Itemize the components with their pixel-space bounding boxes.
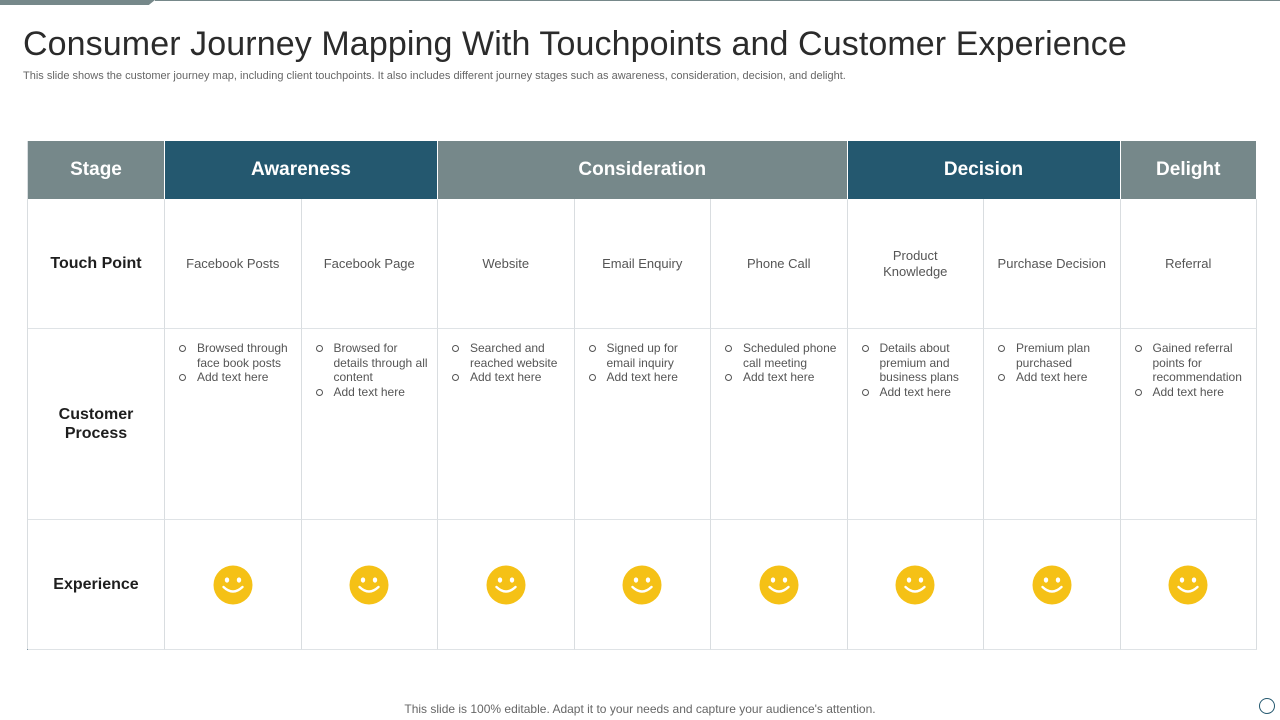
- slide-footer: This slide is 100% editable. Adapt it to…: [404, 702, 876, 716]
- stage-delight-header: Delight: [1120, 141, 1257, 199]
- process-item: Add text here: [725, 370, 841, 385]
- experience-cell: [847, 520, 984, 650]
- slide-title: Consumer Journey Mapping With Touchpoint…: [23, 25, 1127, 63]
- experience-cell: [711, 520, 848, 650]
- process-item: Browsed for details through all content: [315, 341, 432, 385]
- stage-header: Stage: [28, 141, 165, 199]
- process-item: Browsed through face book posts: [179, 341, 295, 370]
- touchpoint-cell: Purchase Decision: [984, 199, 1121, 329]
- smiley-icon: [622, 565, 662, 604]
- process-item: Signed up for email inquiry: [588, 341, 705, 370]
- experience-cell: [1120, 520, 1257, 650]
- smiley-icon: [759, 565, 799, 604]
- process-cell: Browsed for details through all content A…: [301, 329, 438, 520]
- experience-cell: [574, 520, 711, 650]
- experience-cell: [438, 520, 575, 650]
- smiley-icon: [213, 565, 253, 604]
- row-label-touch-point: Touch Point: [28, 199, 165, 329]
- process-cell: Searched and reached website Add text her…: [438, 329, 575, 520]
- touchpoint-cell: Website: [438, 199, 575, 329]
- stage-awareness-header: Awareness: [165, 141, 438, 199]
- touchpoint-cell: Email Enquiry: [574, 199, 711, 329]
- process-item: Searched and reached website: [452, 341, 568, 370]
- stage-decision-header: Decision: [847, 141, 1121, 199]
- row-label-experience: Experience: [28, 520, 165, 650]
- journey-map-table: Stage Awareness Consideration Decision D…: [27, 141, 1257, 650]
- process-cell: Browsed through face book posts Add text …: [165, 329, 302, 520]
- process-cell: Gained referral points for recommendatio…: [1120, 329, 1257, 520]
- smiley-icon: [1168, 565, 1208, 604]
- process-cell: Details about premium and business plans…: [847, 329, 984, 520]
- process-cell: Premium plan purchased Add text here: [984, 329, 1121, 520]
- experience-cell: [165, 520, 302, 650]
- process-item: Add text here: [588, 370, 705, 385]
- smiley-icon: [1032, 565, 1072, 604]
- touchpoint-cell: Facebook Page: [301, 199, 438, 329]
- process-cell: Signed up for email inquiry Add text here: [574, 329, 711, 520]
- process-item: Add text here: [861, 385, 978, 400]
- corner-circle-icon: [1259, 698, 1275, 714]
- process-item: Add text here: [998, 370, 1114, 385]
- process-item: Premium plan purchased: [998, 341, 1114, 370]
- experience-cell: [301, 520, 438, 650]
- touchpoint-cell: Facebook Posts: [165, 199, 302, 329]
- experience-cell: [984, 520, 1121, 650]
- top-divider-line: [155, 0, 1280, 1]
- smiley-icon: [895, 565, 935, 604]
- process-item: Add text here: [179, 370, 295, 385]
- smiley-icon: [349, 565, 389, 604]
- slide-subtitle: This slide shows the customer journey ma…: [23, 70, 846, 82]
- touchpoint-cell: Product Knowledge: [847, 199, 984, 329]
- process-item: Add text here: [315, 385, 432, 400]
- process-item: Scheduled phone call meeting: [725, 341, 841, 370]
- smiley-icon: [486, 565, 526, 604]
- row-label-customer-process: Customer Process: [28, 329, 165, 520]
- touchpoint-cell: Phone Call: [711, 199, 848, 329]
- process-item: Gained referral points for recommendatio…: [1134, 341, 1251, 385]
- touchpoint-cell: Referral: [1120, 199, 1257, 329]
- stage-consideration-header: Consideration: [438, 141, 848, 199]
- process-item: Add text here: [452, 370, 568, 385]
- process-item: Add text here: [1134, 385, 1251, 400]
- process-item: Details about premium and business plans: [861, 341, 978, 385]
- process-cell: Scheduled phone call meeting Add text her…: [711, 329, 848, 520]
- top-accent-bar: [0, 0, 155, 5]
